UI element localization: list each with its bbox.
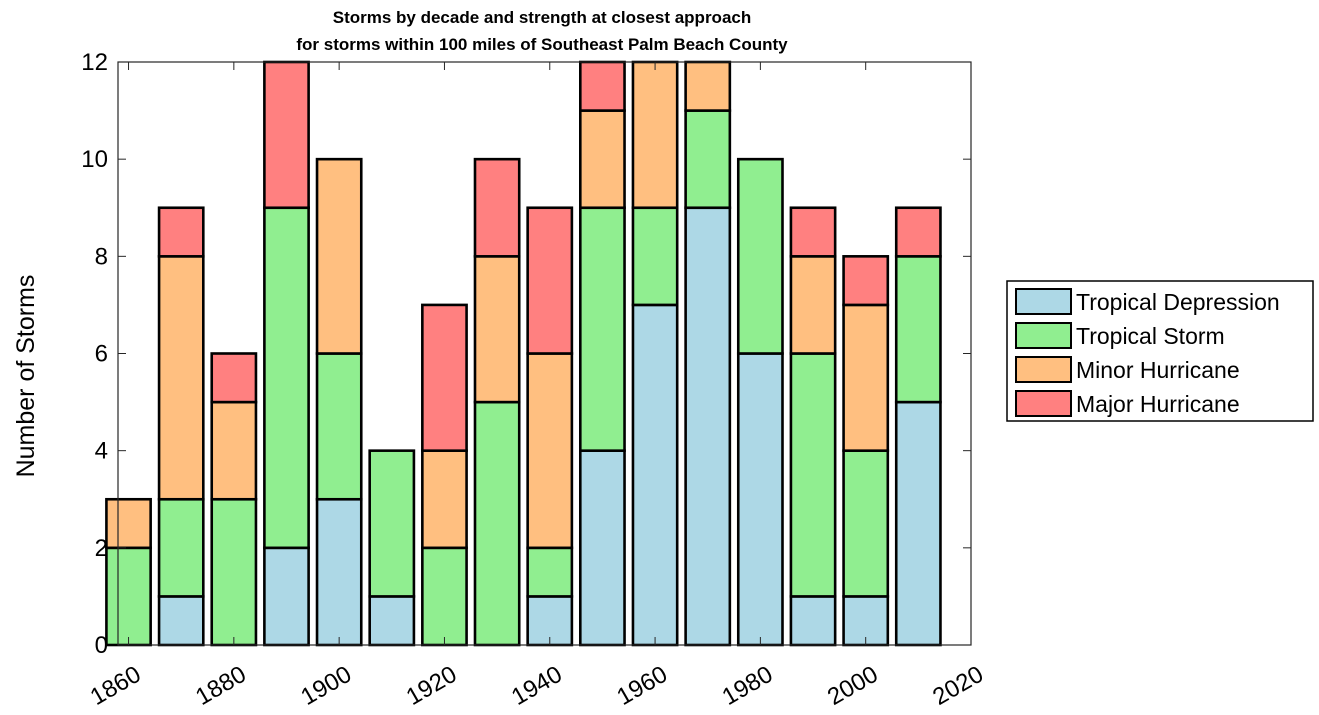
x-tick-label-1940: 1940 xyxy=(507,661,567,711)
bar-1990-major-hurricane xyxy=(789,206,837,258)
bar-1990-tropical-depression xyxy=(789,595,837,647)
bar-1950-tropical-depression xyxy=(579,449,626,647)
chart-title: Storms by decade and strength at closest… xyxy=(333,8,752,27)
legend-label-tropical-storm: Tropical Storm xyxy=(1076,323,1225,349)
y-axis-label: Number of Storms xyxy=(12,275,40,478)
bar-1970-minor-hurricane xyxy=(684,60,732,112)
bar-1900-tropical-storm xyxy=(315,352,363,501)
x-tick-label-1860: 1860 xyxy=(86,661,146,711)
legend-label-tropical-depression: Tropical Depression xyxy=(1076,289,1280,315)
y-tick-label-8: 8 xyxy=(95,243,108,270)
bar-1930-tropical-storm xyxy=(473,400,521,647)
x-tick-label-1980: 1980 xyxy=(718,661,778,711)
bar-1910-tropical-depression xyxy=(368,595,416,647)
legend-swatch-tropical-depression xyxy=(1015,288,1072,315)
bar-1980-tropical-storm xyxy=(736,157,784,355)
bar-2010-tropical-depression xyxy=(894,400,942,647)
bar-1920-major-hurricane xyxy=(421,303,468,452)
bar-1870-tropical-depression xyxy=(157,595,205,647)
x-tick-label-1960: 1960 xyxy=(612,661,672,711)
chart-subtitle: for storms within 100 miles of Southeast… xyxy=(296,35,788,54)
bar-1870-minor-hurricane xyxy=(157,255,205,501)
bar-1950-major-hurricane xyxy=(579,60,626,112)
bar-1910-tropical-storm xyxy=(368,449,416,598)
legend-label-major-hurricane: Major Hurricane xyxy=(1076,391,1240,417)
bar-1990-minor-hurricane xyxy=(789,255,837,355)
bar-1980-tropical-depression xyxy=(736,352,784,647)
x-tick-label-1880: 1880 xyxy=(191,661,251,711)
bar-1960-tropical-depression xyxy=(631,303,679,647)
bar-1940-tropical-storm xyxy=(526,546,574,598)
bar-1940-minor-hurricane xyxy=(526,352,574,550)
y-tick-label-2: 2 xyxy=(95,535,108,562)
legend-label-minor-hurricane: Minor Hurricane xyxy=(1076,357,1240,383)
bar-1970-tropical-storm xyxy=(684,109,732,210)
bar-1890-major-hurricane xyxy=(263,60,310,210)
y-tick-label-4: 4 xyxy=(95,438,108,465)
bar-1870-tropical-storm xyxy=(157,497,205,598)
y-tick-label-12: 12 xyxy=(81,49,108,76)
bar-1890-tropical-storm xyxy=(263,206,310,550)
bar-2000-minor-hurricane xyxy=(842,303,890,452)
legend-swatch-tropical-storm xyxy=(1015,322,1072,349)
bar-1890-tropical-depression xyxy=(263,546,310,647)
bar-1930-major-hurricane xyxy=(473,157,521,258)
bar-1950-minor-hurricane xyxy=(579,109,626,210)
bar-1960-tropical-storm xyxy=(631,206,679,307)
bar-1900-minor-hurricane xyxy=(315,157,363,355)
bar-1880-tropical-storm xyxy=(210,497,258,647)
bar-1860-tropical-storm xyxy=(105,546,152,647)
y-tick-label-10: 10 xyxy=(81,146,108,173)
x-tick-label-1900: 1900 xyxy=(296,661,356,711)
x-tick-label-2020: 2020 xyxy=(928,661,988,711)
bar-2000-tropical-storm xyxy=(842,449,890,598)
y-tick-label-0: 0 xyxy=(95,632,108,659)
legend: Tropical Depression Tropical Storm Minor H… xyxy=(1006,280,1314,422)
x-tick-label-2000: 2000 xyxy=(823,661,883,711)
bar-1900-tropical-depression xyxy=(315,497,363,647)
bar-1870-major-hurricane xyxy=(157,206,205,258)
bar-1920-minor-hurricane xyxy=(421,449,468,550)
bar-1880-major-hurricane xyxy=(210,352,258,404)
bar-2000-major-hurricane xyxy=(842,255,890,307)
bar-1950-tropical-storm xyxy=(579,206,626,452)
bar-2010-major-hurricane xyxy=(894,206,942,258)
bar-1880-minor-hurricane xyxy=(210,400,258,501)
legend-swatch-minor-hurricane xyxy=(1015,356,1072,383)
bar-2010-tropical-storm xyxy=(894,255,942,404)
bar-1920-tropical-storm xyxy=(421,546,468,647)
bar-1960-minor-hurricane xyxy=(631,60,679,210)
bar-1930-minor-hurricane xyxy=(473,255,521,404)
bar-1990-tropical-storm xyxy=(789,352,837,598)
x-tick-label-1920: 1920 xyxy=(402,661,462,711)
y-tick-label-6: 6 xyxy=(95,341,108,368)
legend-swatch-major-hurricane xyxy=(1015,390,1072,417)
bar-1970-tropical-depression xyxy=(684,206,732,647)
bar-1860-minor-hurricane xyxy=(105,497,152,550)
bar-1940-major-hurricane xyxy=(526,206,574,355)
bars-layer xyxy=(105,60,942,647)
